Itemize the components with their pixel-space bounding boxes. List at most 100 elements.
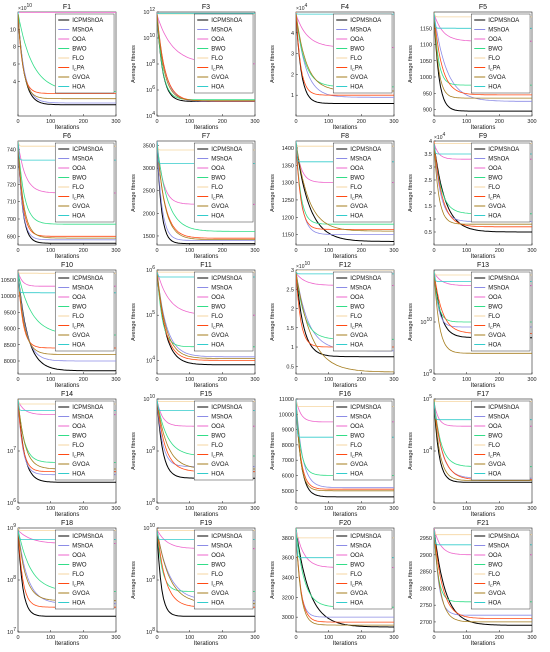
legend-label: MShOA [488,286,509,292]
y-axis-label: Average fitness [270,303,276,341]
y-axis-label: Average fitness [408,561,414,599]
legend-label: BWO [488,305,503,311]
legend-label: BWO [488,434,503,440]
legend-label: ICPMShOA [72,276,103,282]
subplot-title: F18 [61,520,73,527]
y-tick-label: 106 [146,85,155,94]
legend-label: OOA [488,166,501,172]
legend-label: HOA [350,214,363,220]
y-tick-label: 1012 [143,7,155,16]
y-axis-label: Average fitness [270,432,276,470]
legend-label: HOA [72,601,85,607]
x-tick-label: 300 [527,377,536,383]
y-tick-label: 10000 [279,412,294,418]
legend-label: FLO [488,443,500,449]
y-axis-label: Average fitness [270,174,276,212]
y-tick-label: 3 [291,52,294,58]
x-tick-label: 200 [79,248,88,254]
legend-label: ICPMShOA [72,147,103,153]
x-tick-label: 300 [250,506,259,512]
x-axis-label: Iterations [194,383,219,389]
y-tick-label: 108 [146,59,155,68]
legend-label: MShOA [72,157,93,163]
x-tick-label: 0 [432,506,435,512]
y-tick-label: 710 [7,200,16,206]
legend-box [471,272,530,351]
x-axis-label: Iterations [55,125,80,131]
y-tick-label: 1 [429,217,432,223]
legend-label: BWO [211,176,226,182]
x-tick-label: 0 [294,119,297,125]
x-tick-label: 200 [495,248,504,254]
legend-label: OOA [72,553,85,559]
legend-label: GVOA [488,204,505,210]
legend-label: BWO [72,47,87,53]
legend-label: BWO [72,563,87,569]
legend-label: BWO [350,176,365,182]
y-tick-label: 6000 [282,473,294,479]
y-tick-label: 2900 [420,553,432,559]
legend-label: BWO [488,176,503,182]
legend-label: HOA [488,601,501,607]
subplot-title: F20 [339,520,351,527]
subplot-title: F11 [200,262,212,269]
legend-label: OOA [211,166,224,172]
y-axis-label: Average fitness [408,432,414,470]
y-axis-label: Average fitness [131,174,137,212]
legend-label: HOA [72,472,85,478]
legend-label: OOA [350,166,363,172]
y-tick-label: 0.5 [424,230,432,236]
y-tick-label: 1.5 [286,326,294,332]
x-tick-label: 300 [111,248,120,254]
x-tick-label: 0 [16,377,19,383]
legend-label: FLO [72,314,84,320]
legend-label: MShOA [488,415,509,421]
legend-label: MShOA [72,28,93,34]
legend-label: HOA [211,214,224,220]
y-tick-label: 1.5 [424,204,432,210]
legend-label: ICPMShOA [488,276,519,282]
legend-label: GVOA [211,591,228,597]
legend-label: BWO [72,434,87,440]
legend-box [194,14,253,93]
y-axis-label: Average fitness [131,45,137,83]
legend-label: MShOA [72,286,93,292]
legend-label: OOA [350,295,363,301]
legend-label: GVOA [350,462,367,468]
legend-label: HOA [350,343,363,349]
legend-label: OOA [211,295,224,301]
y-tick-label: 2800 [420,586,432,592]
legend-label: OOA [488,553,501,559]
subplot-title: F16 [339,391,351,398]
x-tick-label: 300 [250,377,259,383]
legend-label: ICPA [488,453,500,460]
legend-label: MShOA [211,157,232,163]
y-tick-label: 3500 [143,144,155,150]
y-tick-label: 1350 [282,163,294,169]
subplot-title: F6 [63,133,71,140]
subplot-title: F1 [63,4,71,11]
x-tick-label: 0 [432,635,435,641]
y-tick-label: 8500 [4,343,16,349]
legend-label: HOA [350,85,363,91]
legend-label: ICPMShOA [350,18,381,24]
x-axis-label: Iterations [471,254,496,260]
legend-label: ICPMShOA [72,18,103,24]
y-axis-label: Average fitness [131,432,137,470]
x-tick-label: 200 [218,635,227,641]
legend-label: ICPA [211,195,223,202]
y-tick-label: 5000 [282,489,294,495]
legend-label: BWO [488,563,503,569]
x-tick-label: 200 [218,506,227,512]
y-tick-label: 3200 [282,595,294,601]
x-axis-label: Iterations [333,512,358,518]
legend-label: FLO [488,314,500,320]
legend-box [55,401,114,480]
legend-box [333,272,392,351]
